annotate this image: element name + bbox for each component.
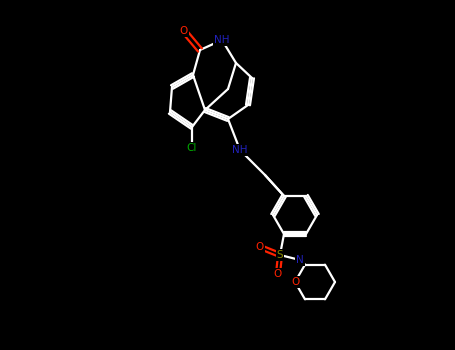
Text: O: O — [180, 26, 188, 36]
Text: NH: NH — [214, 35, 230, 45]
Text: O: O — [291, 277, 299, 287]
Text: N: N — [296, 255, 304, 265]
Text: Cl: Cl — [187, 143, 197, 153]
Text: O: O — [256, 242, 264, 252]
Text: O: O — [274, 269, 282, 279]
Text: NH: NH — [232, 145, 248, 155]
Text: S: S — [277, 250, 283, 260]
